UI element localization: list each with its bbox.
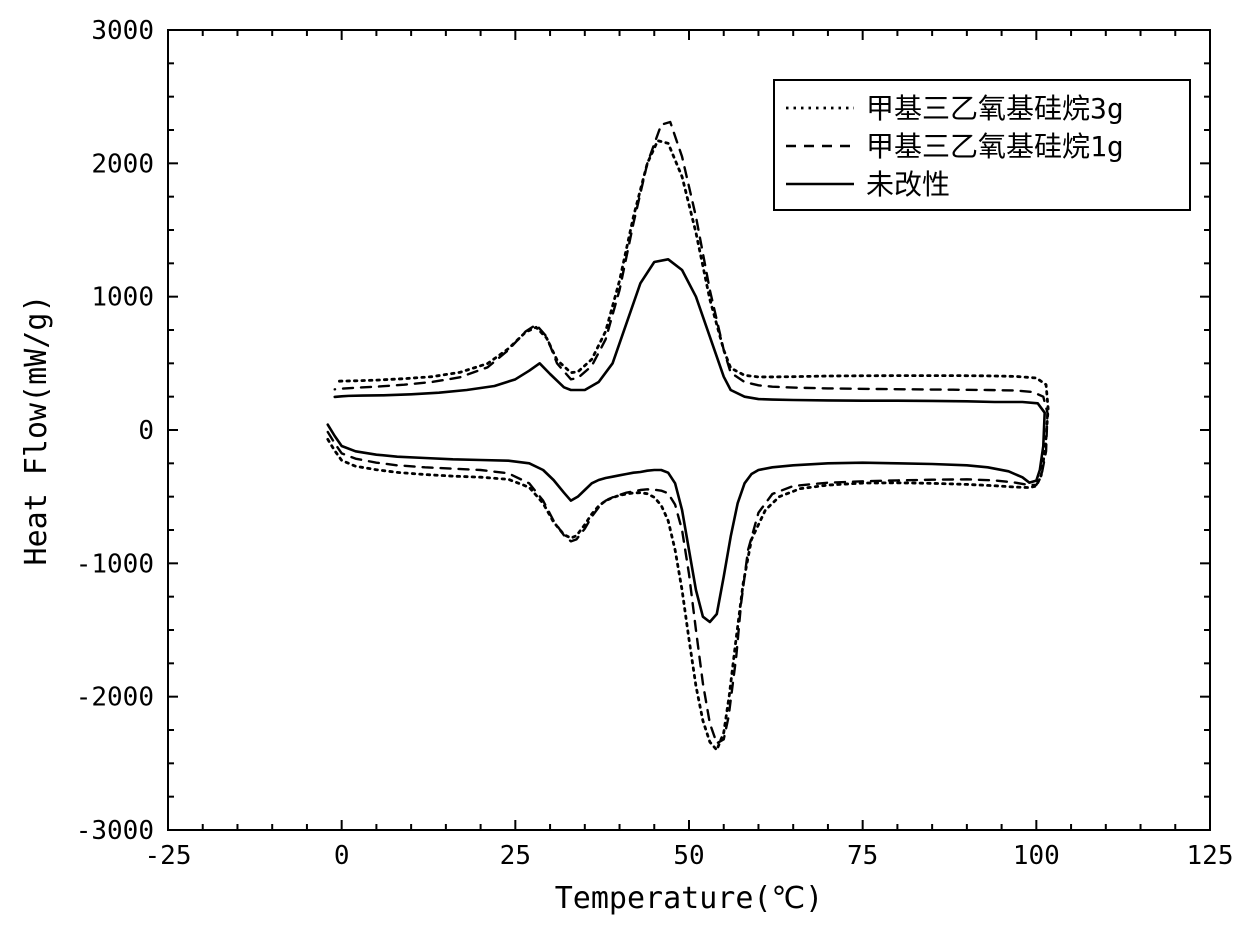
series-unmod: [328, 259, 1045, 622]
y-tick-label: 1000: [91, 283, 154, 313]
x-tick-label: 25: [500, 841, 531, 871]
x-tick-label: 75: [847, 841, 878, 871]
series-s1g: [328, 122, 1048, 743]
x-axis-label: Temperature(℃): [555, 881, 824, 916]
x-tick-label: 100: [1013, 841, 1060, 871]
y-tick-label: -2000: [76, 683, 154, 713]
y-tick-label: 0: [138, 416, 154, 446]
y-tick-label: 3000: [91, 16, 154, 46]
legend-label: 甲基三乙氧基硅烷1g: [866, 130, 1124, 163]
legend-label: 未改性: [866, 168, 950, 201]
y-tick-label: -1000: [76, 549, 154, 579]
legend-label: 甲基三乙氧基硅烷3g: [866, 92, 1124, 125]
chart-svg: -250255075100125-3000-2000-1000010002000…: [0, 0, 1240, 932]
dsc-chart: -250255075100125-3000-2000-1000010002000…: [0, 0, 1240, 932]
x-tick-label: 125: [1187, 841, 1234, 871]
x-tick-label: 0: [334, 841, 350, 871]
y-tick-label: 2000: [91, 149, 154, 179]
series-s3g: [328, 141, 1048, 750]
x-tick-label: 50: [673, 841, 704, 871]
y-tick-label: -3000: [76, 816, 154, 846]
y-axis-label: Heat Flow(mW/g): [19, 295, 54, 566]
